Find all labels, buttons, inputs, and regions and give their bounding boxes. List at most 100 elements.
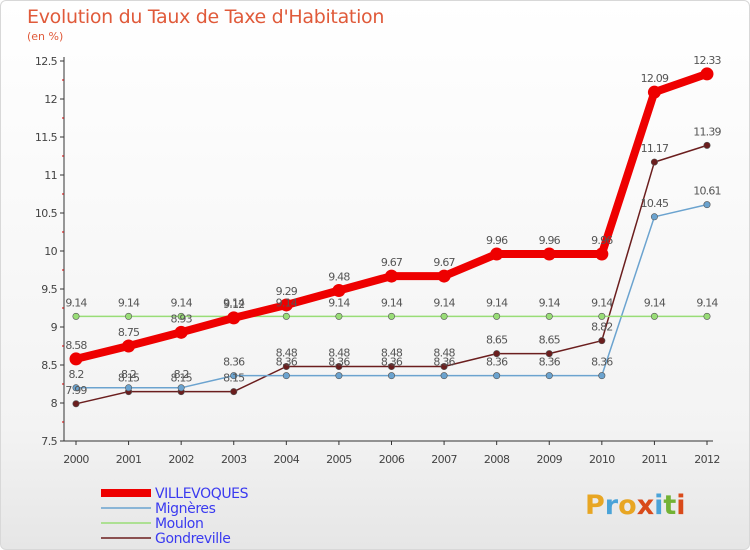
data-label: 8.93 — [171, 312, 193, 325]
data-label: 8.36 — [486, 356, 508, 369]
proxiti-logo: Proxiti — [585, 490, 686, 521]
data-label: 9.96 — [591, 234, 613, 247]
data-point — [545, 372, 553, 380]
data-point — [125, 384, 133, 392]
y-tick-label: 10.5 — [35, 207, 58, 220]
chart-title: Evolution du Taux de Taxe d'Habitation — [27, 6, 385, 28]
data-point — [122, 339, 136, 353]
logo-letter: r — [604, 490, 619, 521]
data-label: 9.48 — [328, 271, 350, 284]
data-label: 11.17 — [641, 142, 669, 155]
x-tick-label: 2006 — [379, 453, 405, 466]
logo-letter: o — [618, 490, 637, 521]
data-label: 8.48 — [381, 347, 403, 360]
data-labels-layer: 7.99 8.15 8.15 8.15 8.48 8.48 8.48 8.48 8.65 8.65… — [65, 54, 722, 397]
data-label: 9.14 — [591, 296, 613, 309]
data-label: 8.2 — [174, 368, 189, 381]
y-tick-label: 12 — [44, 93, 57, 106]
data-label: 8.65 — [539, 334, 561, 347]
data-label: 9.14 — [381, 296, 403, 309]
data-label: 9.14 — [328, 296, 350, 309]
data-label: 8.36 — [591, 356, 613, 369]
data-point — [332, 284, 346, 298]
x-tick-label: 2000 — [63, 453, 89, 466]
data-point — [650, 312, 658, 320]
data-point — [437, 269, 451, 283]
data-point — [703, 141, 711, 149]
data-label: 8.36 — [433, 356, 455, 369]
data-point — [230, 388, 238, 396]
legend-label: Gondreville — [155, 531, 230, 547]
data-label: 9.14 — [171, 296, 193, 309]
data-point — [69, 352, 83, 366]
data-label: 8.2 — [68, 368, 83, 381]
data-label: 7.99 — [65, 384, 87, 397]
y-tick-label: 9 — [51, 321, 58, 334]
series-layer — [69, 67, 714, 408]
data-label: 9.29 — [276, 285, 298, 298]
data-label: 8.36 — [223, 356, 245, 369]
x-tick-label: 2001 — [116, 453, 142, 466]
data-point — [440, 312, 448, 320]
data-label: 9.14 — [696, 296, 718, 309]
y-tick-label: 7.5 — [41, 435, 57, 448]
data-point — [545, 350, 553, 358]
x-tick-label: 2007 — [431, 453, 457, 466]
data-point — [595, 247, 609, 261]
data-label: 8.36 — [539, 356, 561, 369]
data-point — [174, 325, 188, 339]
data-point — [700, 67, 714, 81]
data-point — [282, 312, 290, 320]
data-label: 8.75 — [118, 326, 140, 339]
data-point — [493, 312, 501, 320]
data-label: 9.12 — [223, 298, 244, 311]
data-point — [545, 312, 553, 320]
logo-letter: i — [676, 490, 686, 521]
data-label: 9.67 — [433, 256, 455, 269]
data-label: 9.14 — [118, 296, 140, 309]
y-tick-label: 12.5 — [35, 55, 58, 68]
y-tick-label: 8 — [51, 397, 58, 410]
data-point — [493, 372, 501, 380]
data-point — [598, 337, 606, 345]
data-point — [703, 312, 711, 320]
logo-letter: i — [654, 490, 664, 521]
data-point — [542, 247, 556, 261]
data-point — [282, 372, 290, 380]
data-point — [440, 372, 448, 380]
data-point — [650, 213, 658, 221]
data-label: 8.82 — [591, 321, 612, 334]
x-tick-label: 2009 — [536, 453, 562, 466]
x-tick-label: 2005 — [326, 453, 352, 466]
logo-letter: t — [663, 490, 677, 521]
data-label: 10.61 — [693, 185, 721, 198]
logo-letter: P — [585, 490, 605, 521]
data-label: 9.14 — [644, 296, 666, 309]
data-label: 9.96 — [539, 234, 561, 247]
data-point — [493, 350, 501, 358]
data-label: 10.45 — [641, 197, 669, 210]
x-tick-label: 2011 — [642, 453, 668, 466]
legend-label: Moulon — [155, 516, 203, 532]
data-label: 8.48 — [328, 347, 350, 360]
data-label: 9.14 — [276, 296, 298, 309]
data-label: 9.14 — [433, 296, 455, 309]
y-tick-label: 8.5 — [41, 359, 57, 372]
chart-subtitle: (en %) — [27, 30, 64, 43]
data-point — [125, 312, 133, 320]
data-label: 9.14 — [65, 296, 87, 309]
data-point — [387, 363, 395, 371]
data-label: 9.14 — [539, 296, 561, 309]
x-tick-label: 2004 — [274, 453, 300, 466]
y-tick-label: 11 — [44, 169, 57, 182]
data-label: 8.36 — [276, 356, 298, 369]
data-label: 8.15 — [118, 372, 140, 385]
legend-label: VILLEVOQUES — [155, 486, 249, 502]
legend-label: Mignères — [155, 501, 216, 517]
data-label: 8.48 — [433, 347, 455, 360]
data-label: 9.14 — [223, 296, 245, 309]
data-label: 12.09 — [641, 72, 669, 85]
x-tick-label: 2002 — [168, 453, 194, 466]
